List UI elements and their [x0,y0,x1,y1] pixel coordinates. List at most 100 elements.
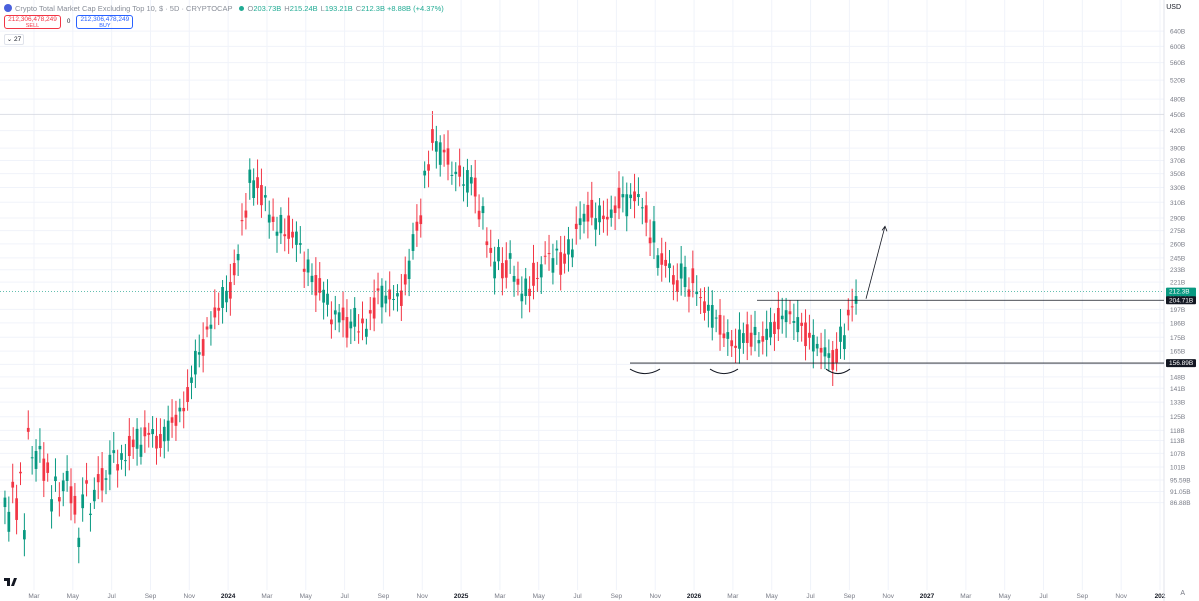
y-tick-label: 148B [1170,374,1185,381]
candle-body [205,326,209,330]
candle-body [100,468,104,491]
candle-body [660,253,664,265]
y-tick-label: 420B [1170,128,1185,135]
candle-body [672,275,675,285]
candle-body [65,470,69,481]
candle-body [326,293,329,305]
candle-body [446,148,450,165]
ohlc-close: C212.3B +8.88B (+4.37%) [355,3,444,13]
candle-body [46,462,50,473]
y-tick-label: 113B [1170,438,1185,445]
currency-selector[interactable]: USD [1166,4,1181,11]
y-tick-label: 133B [1170,400,1185,407]
candle-body [675,280,679,292]
y-tick-label: 91.05B [1170,489,1191,496]
buy-price: 212,306,478,249 [80,16,130,23]
candle-body [108,454,112,475]
ohlc-high: H215.24B [284,3,318,13]
candle-body [683,266,687,288]
candle-body [516,278,520,285]
y-tick-label: 290B [1170,216,1185,223]
candle-body [131,439,135,448]
candle-body [438,142,442,165]
candle-body [846,309,850,316]
candle-body [773,321,776,334]
y-tick-label: 86.88B [1170,500,1191,507]
candle-body [120,453,123,460]
y-tick-label: 310B [1170,200,1185,207]
candle-body [489,247,493,253]
y-tick-label: 141B [1170,386,1185,393]
candle-body [703,301,706,313]
candle-body [77,537,81,548]
y-tick-label: 390B [1170,146,1185,153]
indicators-toggle[interactable]: ⌄ 27 [4,34,24,45]
auto-scale-button[interactable]: A [1180,590,1185,597]
candle-body [524,278,528,296]
candle-body [508,253,512,259]
x-tick-label: Nov [184,593,196,600]
candle-body [594,218,598,230]
bottom-arc-drawing [825,368,851,375]
candle-body [741,333,745,343]
sell-label: SELL [25,23,40,29]
candle-body [590,199,594,218]
candle-body [726,332,730,339]
spread-value: 0 [67,19,71,25]
candle-body [318,278,322,293]
x-tick-label: Sep [145,593,157,600]
candle-body [291,231,294,238]
projection-arrow-head [881,225,888,232]
candle-body [831,350,835,370]
candle-body [96,474,100,483]
price-label-text: 156.89B [1169,360,1193,367]
candle-body [283,234,287,237]
candle-body [256,177,259,189]
candle-body [124,460,127,462]
candle-body [691,268,695,284]
candle-body [333,310,337,315]
candle-body [213,307,217,318]
x-tick-label: Sep [611,593,623,600]
candle-body [652,221,656,243]
x-tick-label: 2024 [221,593,236,600]
candle-body [617,187,621,209]
x-tick-label: May [766,593,779,600]
price-label-box [1166,296,1196,305]
candle-body [403,274,407,285]
candle-body [302,268,306,272]
candle-body [780,315,784,320]
x-tick-label: Nov [649,593,661,600]
y-tick-label: 118B [1170,428,1185,435]
y-tick-label: 275B [1170,228,1185,235]
candle-body [388,289,392,300]
y-tick-label: 221B [1170,280,1185,287]
x-tick-label: Jul [806,593,815,600]
candle-body [745,324,749,343]
candle-body [613,205,617,213]
candle-body [279,214,283,234]
trade-panel: 212,306,478,249 SELL 0 212,306,478,249 B… [4,15,134,29]
candle-body [827,353,831,358]
candle-body [710,305,714,328]
candle-body [648,237,652,244]
candle-body [271,216,275,222]
candle-body [504,260,508,278]
candle-body [582,213,586,222]
candle-body [232,262,236,276]
y-tick-label: 101B [1170,465,1185,472]
candle-body [197,352,201,355]
candle-body [376,288,380,291]
symbol-title[interactable]: Crypto Total Market Cap Excluding Top 10… [15,3,233,13]
candle-body [19,471,22,474]
sell-button[interactable]: 212,306,478,249 SELL [4,15,61,29]
candle-body [555,248,559,251]
candle-body [431,129,434,143]
candle-body [539,264,543,278]
candle-body [295,231,298,245]
buy-button[interactable]: 212,306,478,249 BUY [76,15,134,29]
candle-body [707,304,710,311]
candle-body [664,259,667,266]
candle-body [434,141,438,152]
